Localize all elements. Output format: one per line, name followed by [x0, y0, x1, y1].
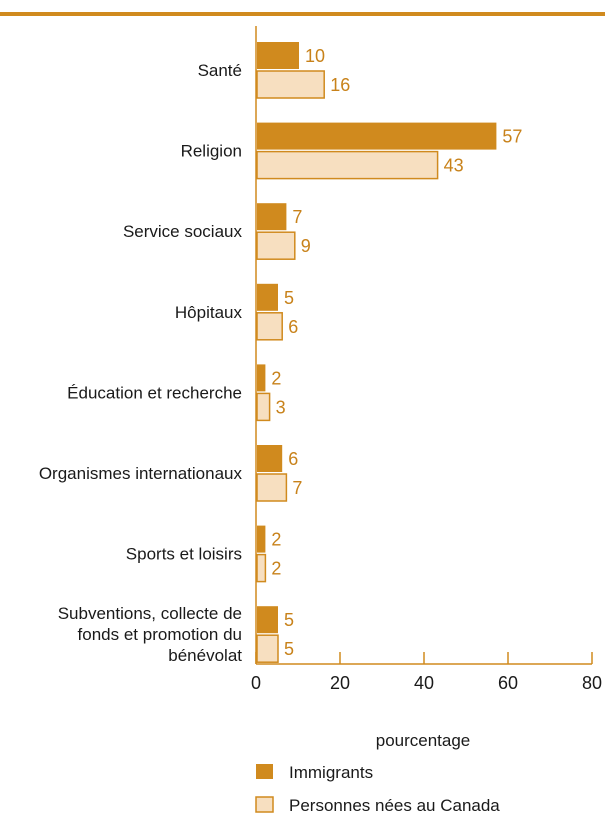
- bar-immigrants-0: [257, 42, 299, 69]
- bar-canada-1: [256, 150, 439, 180]
- data-label-immigrants-7: 5: [284, 610, 294, 630]
- x-tick-label-80: 80: [582, 673, 602, 693]
- data-label-canada-6: 2: [271, 559, 281, 579]
- legend-label-immigrants: Immigrants: [289, 763, 373, 782]
- legend-label-canada: Personnes nées au Canada: [289, 796, 500, 815]
- data-label-immigrants-4: 2: [271, 368, 281, 388]
- x-axis: 0 20 40 60 80: [251, 26, 602, 693]
- bar-canada-4: [256, 392, 271, 422]
- bar-immigrants-2: [257, 203, 287, 231]
- bar-immigrants-7: [257, 606, 278, 634]
- bar-canada-0: [256, 70, 325, 99]
- x-tick-label-40: 40: [414, 673, 434, 693]
- category-label-4: Éducation et recherche: [67, 383, 242, 402]
- data-label-canada-1: 43: [444, 156, 464, 176]
- x-tick-label-0: 0: [251, 673, 261, 693]
- data-label-canada-0: 16: [330, 75, 350, 95]
- data-label-immigrants-2: 7: [292, 207, 302, 227]
- legend-swatch-immigrants: [256, 764, 273, 779]
- category-label-7: Subventions, collecte de fonds et promoti…: [58, 604, 243, 665]
- bar-immigrants-3: [257, 283, 278, 311]
- data-label-immigrants-5: 6: [288, 449, 298, 469]
- data-label-canada-3: 6: [288, 317, 298, 337]
- category-label-6: Sports et loisirs: [126, 545, 242, 564]
- category-label-0: Santé: [198, 61, 242, 80]
- category-label-3: Hôpitaux: [175, 303, 243, 322]
- category-label-5: Organismes internationaux: [39, 464, 243, 483]
- x-tick-label-60: 60: [498, 673, 518, 693]
- bar-canada-5: [256, 473, 288, 502]
- bar-canada-2: [256, 231, 296, 260]
- category-label-2: Service sociaux: [123, 222, 243, 241]
- bar-immigrants-6: [257, 525, 266, 553]
- bar-canada-3: [256, 312, 283, 341]
- category-label-1: Religion: [181, 142, 242, 161]
- data-label-canada-4: 3: [276, 397, 286, 417]
- bar-immigrants-5: [257, 445, 283, 472]
- x-axis-title: pourcentage: [376, 731, 471, 750]
- bar-canada-7: [256, 634, 279, 663]
- bar-immigrants-4: [257, 364, 266, 392]
- legend-swatch-canada: [255, 796, 274, 813]
- data-label-immigrants-0: 10: [305, 46, 325, 66]
- bar-canada-6: [256, 553, 267, 583]
- data-label-immigrants-1: 57: [502, 127, 522, 147]
- data-label-canada-2: 9: [301, 236, 311, 256]
- legend: Immigrants Personnes nées au Canada: [255, 763, 500, 815]
- x-tick-label-20: 20: [330, 673, 350, 693]
- data-label-canada-5: 7: [292, 478, 302, 498]
- data-label-immigrants-3: 5: [284, 288, 294, 308]
- bar-immigrants-1: [257, 122, 497, 150]
- data-label-immigrants-6: 2: [271, 530, 281, 550]
- category-labels: Santé Religion Service sociaux Hôpitaux Éduc…: [39, 61, 243, 665]
- data-label-canada-7: 5: [284, 639, 294, 659]
